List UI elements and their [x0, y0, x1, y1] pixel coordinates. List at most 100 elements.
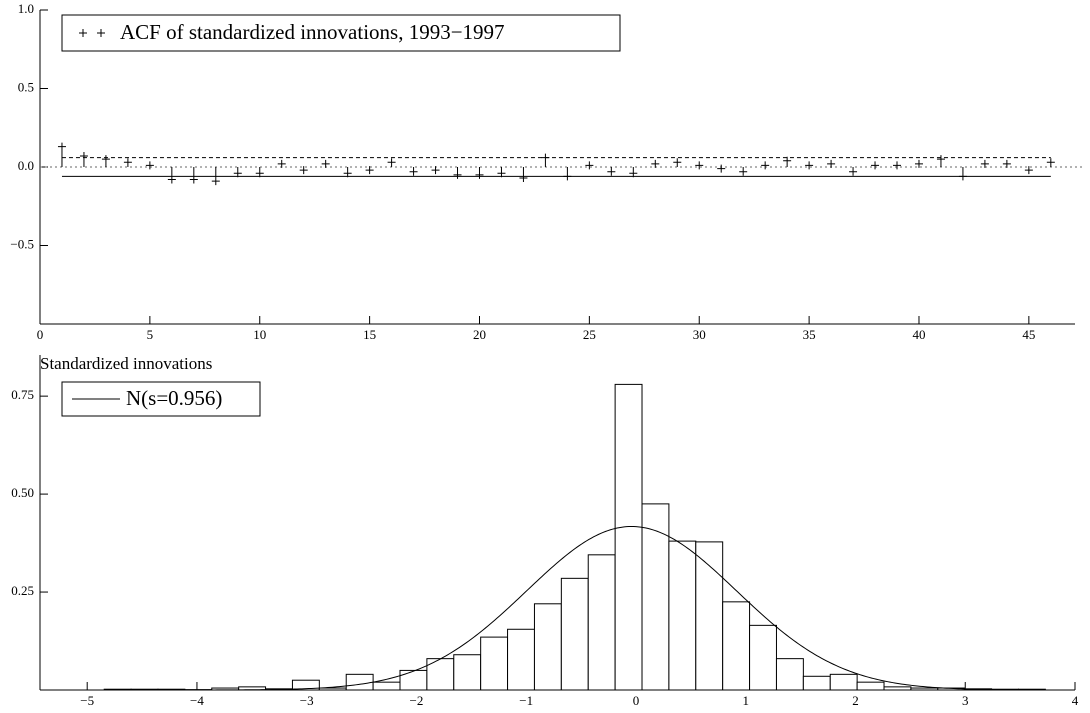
- acf-point: [805, 161, 814, 170]
- x-tick-label: 35: [803, 327, 816, 342]
- x-tick-label: 0: [633, 693, 640, 708]
- x-tick-label: 45: [1022, 327, 1035, 342]
- acf-point: [255, 167, 264, 178]
- x-tick-label: 10: [253, 327, 266, 342]
- hist-bar: [372, 681, 401, 691]
- acf-point: [453, 167, 462, 179]
- legend-label: ACF of standardized innovations, 1993−19…: [120, 20, 505, 44]
- x-tick-label: 25: [583, 327, 596, 342]
- hist-bar: [291, 679, 320, 691]
- hist-bar: [775, 658, 804, 691]
- x-tick-label: −2: [410, 693, 424, 708]
- acf-point: [739, 167, 748, 176]
- acf-point: [1046, 158, 1055, 167]
- acf-point: [277, 159, 286, 168]
- acf-point: [783, 156, 792, 167]
- acf-point: [431, 166, 440, 175]
- hist-bar: [345, 673, 374, 691]
- acf-point: [519, 167, 528, 182]
- hist-bar: [560, 577, 589, 691]
- hist-bar: [695, 541, 724, 691]
- acf-point: [387, 158, 396, 167]
- acf-point: [123, 158, 132, 167]
- acf-point: [958, 167, 967, 181]
- x-tick-label: 0: [37, 327, 44, 342]
- x-tick-label: 5: [147, 327, 154, 342]
- acf-point: [79, 152, 88, 167]
- hist-bar: [533, 603, 562, 691]
- y-tick-label: 0.75: [11, 387, 34, 402]
- normal-curve: [104, 525, 1046, 691]
- acf-point: [321, 159, 330, 168]
- y-tick-label: 0.50: [11, 485, 34, 500]
- x-tick-label: −5: [80, 693, 94, 708]
- hist-bar: [749, 624, 777, 691]
- legend-marker: [97, 29, 105, 37]
- acf-point: [1024, 166, 1033, 175]
- x-tick-label: −4: [190, 693, 204, 708]
- hist-bar: [480, 636, 509, 691]
- hist-bar: [856, 681, 885, 691]
- acf-point: [145, 161, 154, 170]
- acf-point: [497, 167, 506, 178]
- x-tick-label: 30: [693, 327, 706, 342]
- x-tick-label: 40: [912, 327, 925, 342]
- x-tick-label: −3: [300, 693, 314, 708]
- acf-point: [101, 155, 110, 167]
- hist-bar: [641, 503, 670, 691]
- acf-point: [717, 164, 726, 173]
- acf-point: [585, 161, 594, 170]
- hist-bar: [910, 687, 939, 691]
- hist-bar: [668, 540, 697, 691]
- acf-point: [914, 159, 923, 168]
- y-tick-label: 0.25: [11, 583, 34, 598]
- y-tick-label: 0.5: [18, 79, 34, 94]
- acf-point: [563, 167, 572, 181]
- acf-point: [849, 167, 858, 176]
- acf-point: [695, 161, 704, 170]
- hist-bar: [829, 673, 858, 691]
- acf-point: [673, 158, 682, 167]
- legend-marker: [79, 29, 87, 37]
- acf-point: [1002, 159, 1011, 168]
- acf-point: [827, 159, 836, 168]
- acf-point: [761, 161, 770, 170]
- acf-point: [365, 166, 374, 175]
- hist-bar: [802, 675, 831, 691]
- acf-point: [211, 167, 220, 186]
- hist-bar: [507, 628, 535, 691]
- acf-point: [343, 167, 352, 178]
- legend-box: [61, 14, 621, 52]
- legend-label: N(s=0.956): [126, 386, 222, 410]
- hist-bar: [614, 383, 643, 691]
- x-tick-label: −1: [519, 693, 533, 708]
- acf-point: [475, 167, 484, 179]
- acf-point: [167, 167, 176, 184]
- x-tick-label: 20: [473, 327, 486, 342]
- hist-bar: [399, 669, 428, 691]
- acf-point: [980, 159, 989, 168]
- panel-title: Standardized innovations: [40, 354, 212, 373]
- hist-bar: [453, 654, 482, 691]
- acf-point: [541, 153, 550, 167]
- acf-point: [629, 167, 638, 178]
- acf-point: [409, 167, 418, 176]
- x-tick-label: 3: [962, 693, 969, 708]
- y-tick-label: −0.5: [10, 236, 34, 251]
- acf-point: [233, 167, 242, 178]
- hist-bar: [722, 601, 751, 691]
- hist-bar: [883, 686, 912, 691]
- y-tick-label: 1.0: [18, 1, 34, 16]
- acf-point: [607, 167, 616, 176]
- acf-point: [651, 159, 660, 168]
- acf-point: [893, 161, 902, 170]
- acf-point: [189, 167, 198, 184]
- acf-point: [871, 161, 880, 170]
- hist-bar: [318, 687, 347, 691]
- x-tick-label: 4: [1072, 693, 1079, 708]
- x-tick-label: 1: [742, 693, 749, 708]
- acf-point: [936, 155, 945, 167]
- acf-point: [57, 142, 66, 167]
